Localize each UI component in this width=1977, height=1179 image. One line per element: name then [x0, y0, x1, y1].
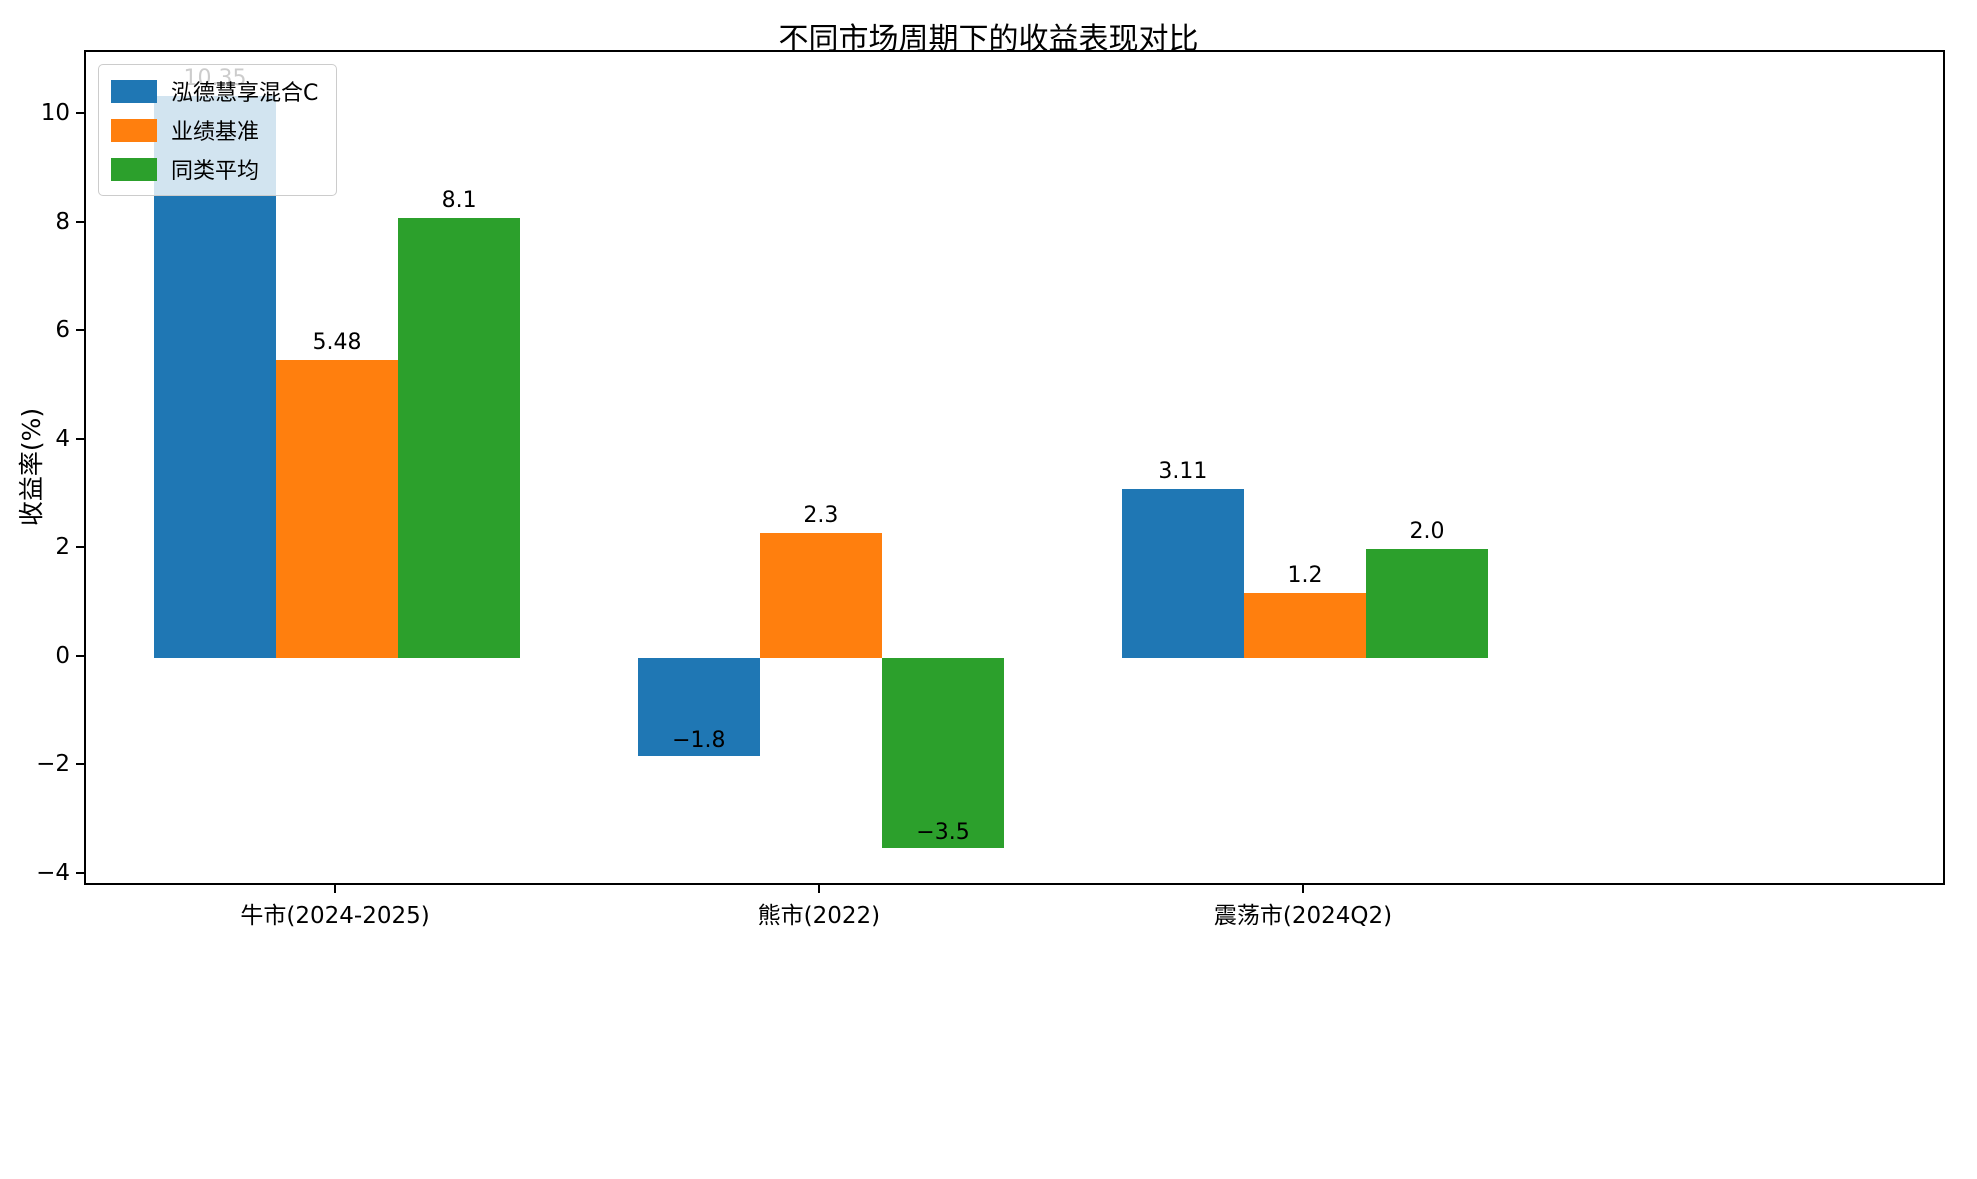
y-tick-mark	[76, 546, 84, 549]
x-tick-label: 熊市(2022)	[757, 903, 881, 929]
x-tick-mark	[1301, 885, 1304, 893]
bar-value-label: −3.5	[916, 819, 970, 845]
bar-value-label: 1.2	[1287, 562, 1323, 588]
y-tick-label: 0	[55, 642, 70, 669]
y-tick-label: 6	[55, 317, 70, 344]
x-tick-mark	[334, 885, 337, 893]
legend-item-0: 泓德慧享混合C	[111, 75, 318, 107]
y-tick-mark	[76, 872, 84, 875]
y-tick-mark	[76, 437, 84, 440]
y-tick-mark	[76, 220, 84, 223]
bar-s1-c1	[759, 533, 882, 658]
bar-value-label: 8.1	[441, 188, 477, 214]
legend-item-2: 同类平均	[111, 153, 318, 185]
bar-s0-c2	[1121, 489, 1244, 658]
bar-s1-c2	[1243, 592, 1366, 658]
x-tick-label: 牛市(2024-2025)	[240, 903, 430, 929]
bar-value-label: 3.11	[1158, 459, 1208, 485]
legend: 泓德慧享混合C 业绩基准同类平均	[98, 64, 338, 196]
y-tick-label: 2	[55, 534, 70, 561]
y-tick-label: 8	[55, 208, 70, 235]
legend-label: 同类平均	[171, 159, 260, 184]
bar-value-label: 2.3	[803, 503, 839, 529]
bar-s2-c2	[1365, 549, 1489, 658]
bar-s0-c1	[637, 657, 760, 756]
bar-value-label: −1.8	[672, 727, 726, 753]
legend-swatch	[111, 157, 157, 181]
y-tick-mark	[76, 111, 84, 114]
y-tick-mark	[76, 329, 84, 332]
y-tick-label: −2	[36, 751, 70, 778]
legend-swatch	[111, 79, 157, 103]
y-tick-mark	[76, 763, 84, 766]
legend-item-1: 业绩基准	[111, 114, 318, 146]
y-tick-label: −4	[36, 860, 70, 887]
legend-label: 泓德慧享混合C	[171, 81, 319, 106]
legend-label: 业绩基准	[171, 120, 260, 145]
y-tick-label: 10	[40, 99, 70, 126]
x-tick-label: 震荡市(2024Q2)	[1213, 903, 1393, 929]
y-tick-mark	[76, 654, 84, 657]
bar-s2-c0	[398, 218, 521, 658]
bar-value-label: 2.0	[1409, 519, 1445, 545]
bar-s2-c1	[881, 657, 1005, 848]
y-tick-label: 4	[55, 425, 70, 452]
x-tick-mark	[817, 885, 820, 893]
bar-s1-c0	[276, 360, 399, 658]
legend-swatch	[111, 118, 157, 142]
bar-value-label: 5.48	[312, 330, 362, 356]
